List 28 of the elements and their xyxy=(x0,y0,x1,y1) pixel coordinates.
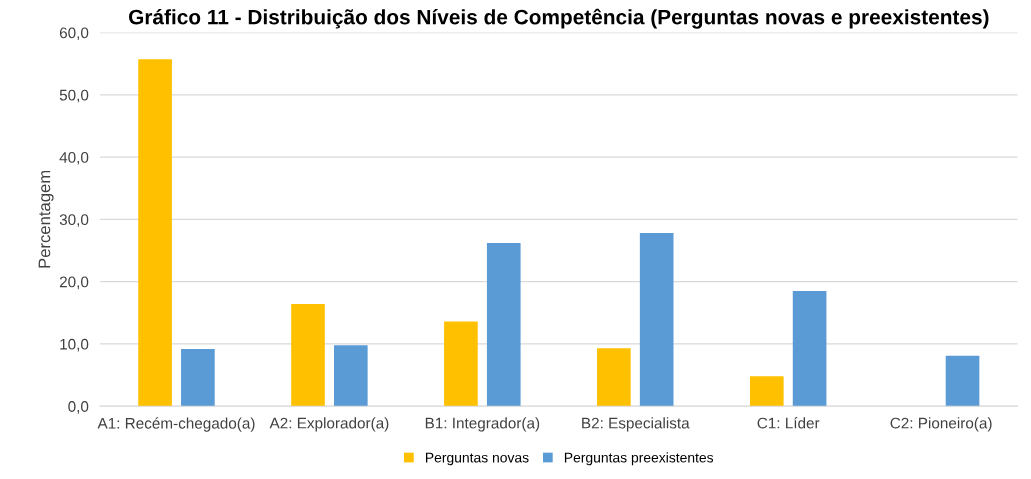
y-tick-label: 10,0 xyxy=(60,338,89,352)
y-tick-label: 40,0 xyxy=(59,151,89,165)
bar xyxy=(181,348,215,407)
bar xyxy=(639,233,674,407)
x-tick-label: B2: Especialista xyxy=(582,417,690,432)
x-tick-label: C2: Pioneiro(a) xyxy=(890,417,992,432)
y-tick-label: 30,0 xyxy=(59,214,89,227)
bar xyxy=(291,304,325,407)
bar xyxy=(749,376,784,407)
bar xyxy=(486,243,521,407)
bar xyxy=(597,348,631,407)
bar xyxy=(333,345,368,407)
bar xyxy=(444,321,478,407)
x-tick-label: A2: Explorador(a) xyxy=(269,417,389,432)
x-tick-label: B1: Integrador(a) xyxy=(425,417,540,432)
x-tick-label: C1: Líder xyxy=(757,417,820,429)
y-tick-label: 0,0 xyxy=(68,401,89,414)
legend-label: Perguntas preexistentes xyxy=(564,452,714,466)
y-axis-title: Percentagem xyxy=(38,170,54,268)
y-tick-label: 20,0 xyxy=(59,276,89,290)
bar xyxy=(138,59,172,407)
x-tick-label: A1: Recém-chegado(a) xyxy=(97,417,255,432)
bar xyxy=(792,290,827,407)
legend-label: Perguntas novas xyxy=(426,452,529,466)
y-tick-label: 60,0 xyxy=(59,27,89,41)
chart-title: Gráfico 11 - Distribuição dos Níveis de Competência (Perguntas novas e preexistentes) xyxy=(128,8,989,29)
y-tick-label: 50,0 xyxy=(59,89,89,103)
bar xyxy=(945,355,980,407)
